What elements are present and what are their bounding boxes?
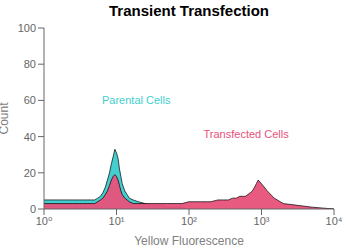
svg-text:40: 40 xyxy=(24,131,36,143)
html-text:Transient Transfection: Transient Transfection xyxy=(109,2,269,19)
svg-text:60: 60 xyxy=(24,94,36,106)
svg-text:Count: Count xyxy=(8,102,11,135)
svg-text:10²: 10² xyxy=(181,215,197,227)
svg-text:20: 20 xyxy=(24,167,36,179)
svg-text:0: 0 xyxy=(30,203,36,215)
svg-text:80: 80 xyxy=(24,58,36,70)
html-text:Transfected Cells: Transfected Cells xyxy=(203,128,289,141)
svg-text:10⁴: 10⁴ xyxy=(326,215,342,227)
svg-text:Yellow Fluorescence: Yellow Fluorescence xyxy=(134,234,244,247)
svg-text:100: 100 xyxy=(18,22,36,34)
svg-text:10³: 10³ xyxy=(254,215,270,227)
svg-text:10⁰: 10⁰ xyxy=(36,215,53,227)
svg-text:10¹: 10¹ xyxy=(109,215,125,227)
html-text:Parental Cells: Parental Cells xyxy=(102,93,171,106)
